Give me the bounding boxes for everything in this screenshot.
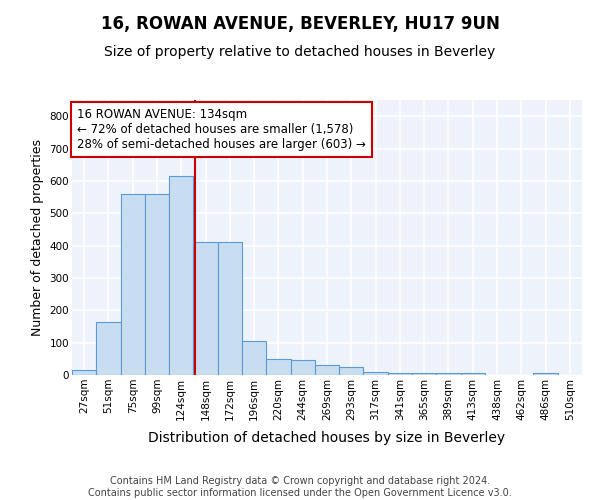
- Bar: [218, 242, 242, 375]
- X-axis label: Distribution of detached houses by size in Beverley: Distribution of detached houses by size …: [148, 431, 506, 445]
- Bar: [364, 372, 388, 375]
- Bar: [72, 370, 96, 375]
- Bar: [533, 374, 558, 375]
- Bar: [315, 366, 339, 375]
- Bar: [169, 176, 193, 375]
- Bar: [290, 360, 315, 375]
- Bar: [121, 194, 145, 375]
- Text: Size of property relative to detached houses in Beverley: Size of property relative to detached ho…: [104, 45, 496, 59]
- Text: 16 ROWAN AVENUE: 134sqm
← 72% of detached houses are smaller (1,578)
28% of semi: 16 ROWAN AVENUE: 134sqm ← 72% of detache…: [77, 108, 366, 151]
- Bar: [266, 359, 290, 375]
- Bar: [96, 322, 121, 375]
- Bar: [388, 374, 412, 375]
- Y-axis label: Number of detached properties: Number of detached properties: [31, 139, 44, 336]
- Bar: [436, 374, 461, 375]
- Bar: [461, 374, 485, 375]
- Bar: [242, 341, 266, 375]
- Text: 16, ROWAN AVENUE, BEVERLEY, HU17 9UN: 16, ROWAN AVENUE, BEVERLEY, HU17 9UN: [101, 15, 499, 33]
- Text: Contains HM Land Registry data © Crown copyright and database right 2024.
Contai: Contains HM Land Registry data © Crown c…: [88, 476, 512, 498]
- Bar: [339, 367, 364, 375]
- Bar: [412, 374, 436, 375]
- Bar: [145, 194, 169, 375]
- Bar: [193, 242, 218, 375]
